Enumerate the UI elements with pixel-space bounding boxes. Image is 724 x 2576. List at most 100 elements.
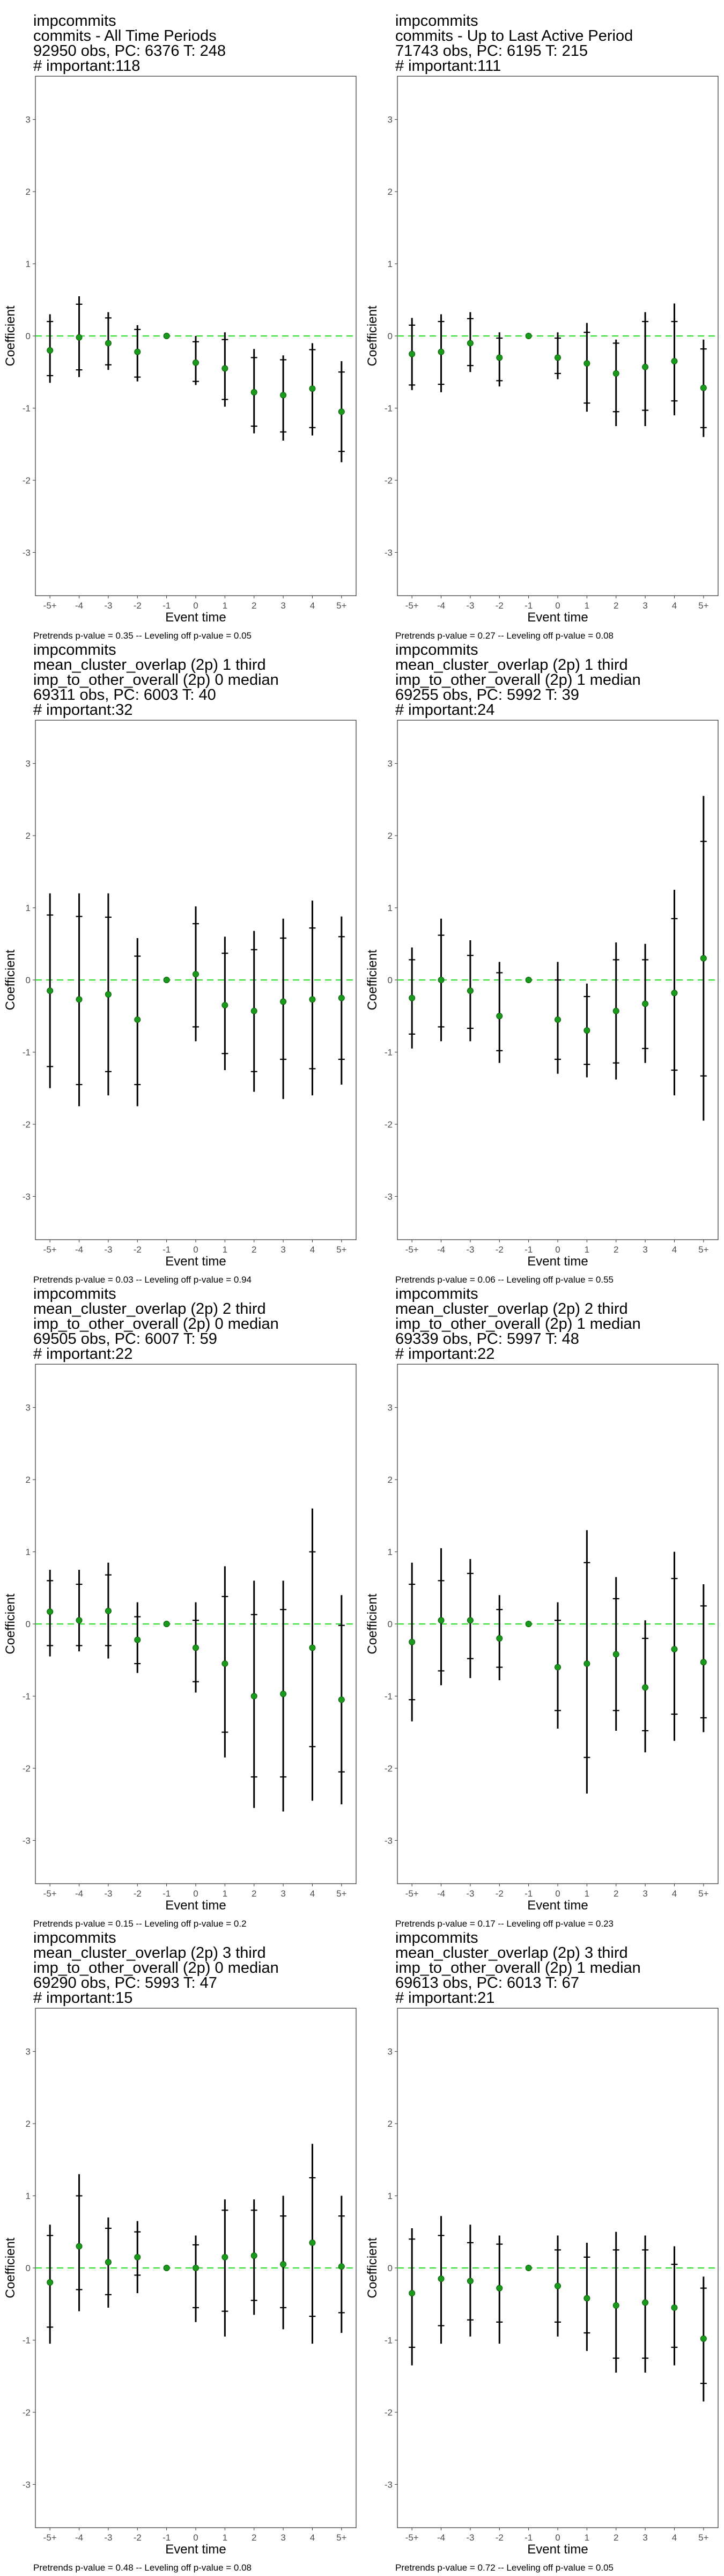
estimate-point xyxy=(221,2253,228,2260)
x-tick-label: 1 xyxy=(585,1245,589,1255)
chart-title-line: impcommits xyxy=(33,644,116,658)
x-tick-label: 2 xyxy=(252,601,256,611)
y-tick-label: 0 xyxy=(388,1619,393,1629)
y-tick-label: 0 xyxy=(388,331,393,341)
y-tick-label: 2 xyxy=(26,187,31,197)
estimate-point xyxy=(583,1660,590,1667)
estimate-point xyxy=(496,2285,503,2292)
x-tick-label: -2 xyxy=(134,2533,142,2543)
estimate-point xyxy=(438,2275,445,2282)
estimate-point xyxy=(250,389,257,396)
x-tick-label: 5+ xyxy=(336,601,346,611)
x-tick-label: 3 xyxy=(642,1245,647,1255)
x-tick-label: 4 xyxy=(310,601,315,611)
chart-title-line: mean_cluster_overlap (2p) 3 third xyxy=(33,1944,266,1962)
estimate-point xyxy=(105,340,112,347)
x-tick-label: -1 xyxy=(162,2533,171,2543)
chart-title-line: impcommits xyxy=(33,1932,116,1946)
x-axis-label: Event time xyxy=(527,1898,588,1913)
estimate-point xyxy=(221,365,228,372)
x-tick-label: 1 xyxy=(223,601,227,611)
x-tick-label: -1 xyxy=(162,1245,171,1255)
y-tick-label: -1 xyxy=(23,1691,31,1701)
x-axis-label: Event time xyxy=(165,1254,226,1269)
x-tick-label: -5+ xyxy=(405,1889,419,1899)
estimate-point xyxy=(76,334,83,341)
chart-panel: impcommits mean_cluster_overlap (2p) 2 th… xyxy=(362,1288,724,1932)
y-tick-label: 1 xyxy=(26,903,31,913)
estimate-point xyxy=(700,955,707,962)
estimate-point xyxy=(193,2265,199,2271)
chart-panel: impcommits mean_cluster_overlap (2p) 2 th… xyxy=(0,1288,362,1932)
y-axis-label: Coefficient xyxy=(3,305,18,366)
y-tick-label: 2 xyxy=(388,831,393,841)
chart-title-line: 69255 obs, PC: 5992 T: 39 xyxy=(395,686,579,704)
x-tick-label: -1 xyxy=(524,1889,533,1899)
chart-title-line: 92950 obs, PC: 6376 T: 248 xyxy=(33,42,226,60)
y-tick-label: -2 xyxy=(385,475,393,486)
estimate-point xyxy=(76,1617,83,1624)
x-tick-label: -1 xyxy=(162,601,171,611)
y-tick-label: -1 xyxy=(385,1047,393,1057)
y-tick-label: 3 xyxy=(26,2047,31,2057)
estimate-point xyxy=(105,1607,112,1614)
x-axis-label: Event time xyxy=(165,610,226,625)
estimate-point xyxy=(671,990,678,997)
estimate-point xyxy=(700,2335,707,2342)
x-tick-label: 5+ xyxy=(336,1245,346,1255)
y-tick-label: 1 xyxy=(26,2191,31,2201)
estimate-point xyxy=(642,363,649,370)
estimate-point xyxy=(221,1002,228,1009)
y-axis-label: Coefficient xyxy=(365,305,380,366)
chart-title-line: impcommits xyxy=(33,1288,116,1302)
x-tick-label: 2 xyxy=(614,2533,618,2543)
estimate-point xyxy=(612,370,619,377)
estimate-point xyxy=(409,350,416,357)
y-axis-label: Coefficient xyxy=(365,2237,380,2298)
x-tick-label: -2 xyxy=(496,601,504,611)
estimate-point xyxy=(642,1684,649,1691)
x-tick-label: 5+ xyxy=(698,1889,708,1899)
x-tick-label: -5+ xyxy=(405,601,419,611)
chart-panel: impcommits mean_cluster_overlap (2p) 3 th… xyxy=(0,1932,362,2576)
x-axis-label: Event time xyxy=(527,2542,588,2557)
y-tick-label: 2 xyxy=(26,2119,31,2129)
x-tick-label: 5+ xyxy=(698,1245,708,1255)
estimate-point xyxy=(467,1617,474,1624)
x-tick-label: -4 xyxy=(75,1245,83,1255)
estimate-point xyxy=(555,1664,561,1671)
y-tick-label: 0 xyxy=(26,2263,31,2273)
estimate-point xyxy=(525,2265,532,2271)
y-tick-label: 2 xyxy=(26,831,31,841)
y-tick-label: 3 xyxy=(26,759,31,769)
chart-title-line: 69311 obs, PC: 6003 T: 40 xyxy=(33,686,216,704)
estimate-point xyxy=(250,1693,257,1700)
y-tick-label: -2 xyxy=(23,1119,31,1130)
estimate-point xyxy=(525,977,532,983)
x-tick-label: 3 xyxy=(642,1889,647,1899)
x-tick-label: 4 xyxy=(310,2533,315,2543)
x-tick-label: 5+ xyxy=(698,2533,708,2543)
y-axis-label: Coefficient xyxy=(3,2237,18,2298)
y-tick-label: -2 xyxy=(23,1763,31,1774)
x-tick-label: -5+ xyxy=(43,1889,57,1899)
y-tick-label: -3 xyxy=(23,2479,31,2490)
x-tick-label: 1 xyxy=(585,2533,589,2543)
chart-title-line: imp_to_other_overall (2p) 1 median xyxy=(395,671,641,689)
estimate-point xyxy=(612,1651,619,1658)
x-tick-label: -1 xyxy=(524,601,533,611)
estimate-point xyxy=(163,2265,170,2271)
x-tick-label: -4 xyxy=(75,1889,83,1899)
x-tick-label: 1 xyxy=(585,1889,589,1899)
y-tick-label: 1 xyxy=(388,1547,393,1557)
estimate-point xyxy=(338,994,345,1001)
x-tick-label: 0 xyxy=(193,2533,198,2543)
chart-panel: impcommits mean_cluster_overlap (2p) 3 th… xyxy=(362,1932,724,2576)
chart-panel: impcommits mean_cluster_overlap (2p) 1 th… xyxy=(362,644,724,1288)
estimate-point xyxy=(496,1635,503,1642)
estimate-point xyxy=(280,2261,287,2268)
estimate-point xyxy=(105,991,112,998)
